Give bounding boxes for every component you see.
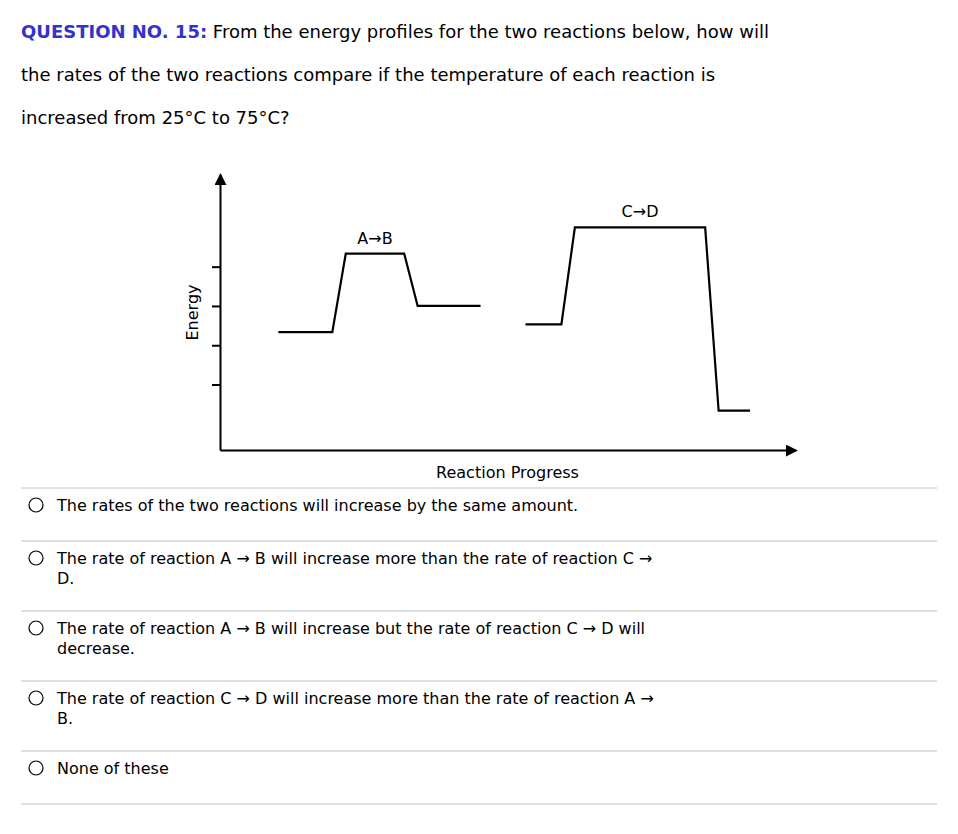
x-axis-title: Reaction Progress <box>436 463 579 482</box>
option-text-line: The rate of reaction A → B will increase… <box>56 619 645 638</box>
series-label: A→B <box>357 229 392 248</box>
radio-button <box>29 621 43 635</box>
option-text: The rate of reaction A → B will increase… <box>56 619 645 658</box>
radio-button <box>29 551 43 565</box>
radio-button <box>29 498 43 512</box>
y-tick-mark <box>212 384 220 386</box>
separator <box>21 611 937 612</box>
option-text: The rate of reaction C → D will increase… <box>56 689 654 728</box>
option-text-line: The rate of reaction C → D will increase… <box>56 689 654 708</box>
option-text-line: The rate of reaction A → B will increase… <box>56 549 652 568</box>
radio-button <box>29 691 43 705</box>
y-tick <box>212 385 220 386</box>
y-tick-mark <box>212 345 220 347</box>
option-text-line: D. <box>57 569 74 588</box>
y-axis-title: Energy <box>183 284 202 340</box>
y-axis <box>212 176 221 451</box>
y-tick <box>212 306 220 307</box>
option-text-line: The rates of the two reactions will incr… <box>56 496 578 515</box>
separator <box>21 488 937 489</box>
y-tick-mark <box>212 266 220 268</box>
x-axis <box>221 450 796 451</box>
title: QUESTION NO. 15: <box>21 21 207 42</box>
option-text: The rates of the two reactions will incr… <box>56 496 578 515</box>
y-axis-line <box>220 176 222 451</box>
option-text-line: B. <box>57 709 73 728</box>
y-tick <box>212 345 220 346</box>
y-tick <box>212 267 220 268</box>
x-axis-line <box>221 450 796 452</box>
radio-button <box>29 761 43 775</box>
chart: QUESTION NO. 15: From the energy profile… <box>0 0 958 834</box>
profile-line <box>278 254 480 333</box>
separator <box>21 681 937 682</box>
profile-line <box>525 227 750 410</box>
subtitle: From the energy profiles for the two rea… <box>207 21 769 42</box>
option-text-line: decrease. <box>57 639 135 658</box>
subtitle: increased from 25°C to 75°C? <box>21 107 290 128</box>
plot: A→B C→D <box>212 176 796 451</box>
option-text-line: None of these <box>57 759 169 778</box>
separator <box>21 541 937 542</box>
y-tick-mark <box>212 305 220 307</box>
separator <box>21 751 937 752</box>
series-label: C→D <box>622 202 659 221</box>
series-group <box>278 227 750 410</box>
subtitle: the rates of the two reactions compare i… <box>21 64 715 85</box>
option-text: The rate of reaction A → B will increase… <box>56 549 652 588</box>
option-text: None of these <box>57 759 169 778</box>
separator <box>21 804 937 805</box>
